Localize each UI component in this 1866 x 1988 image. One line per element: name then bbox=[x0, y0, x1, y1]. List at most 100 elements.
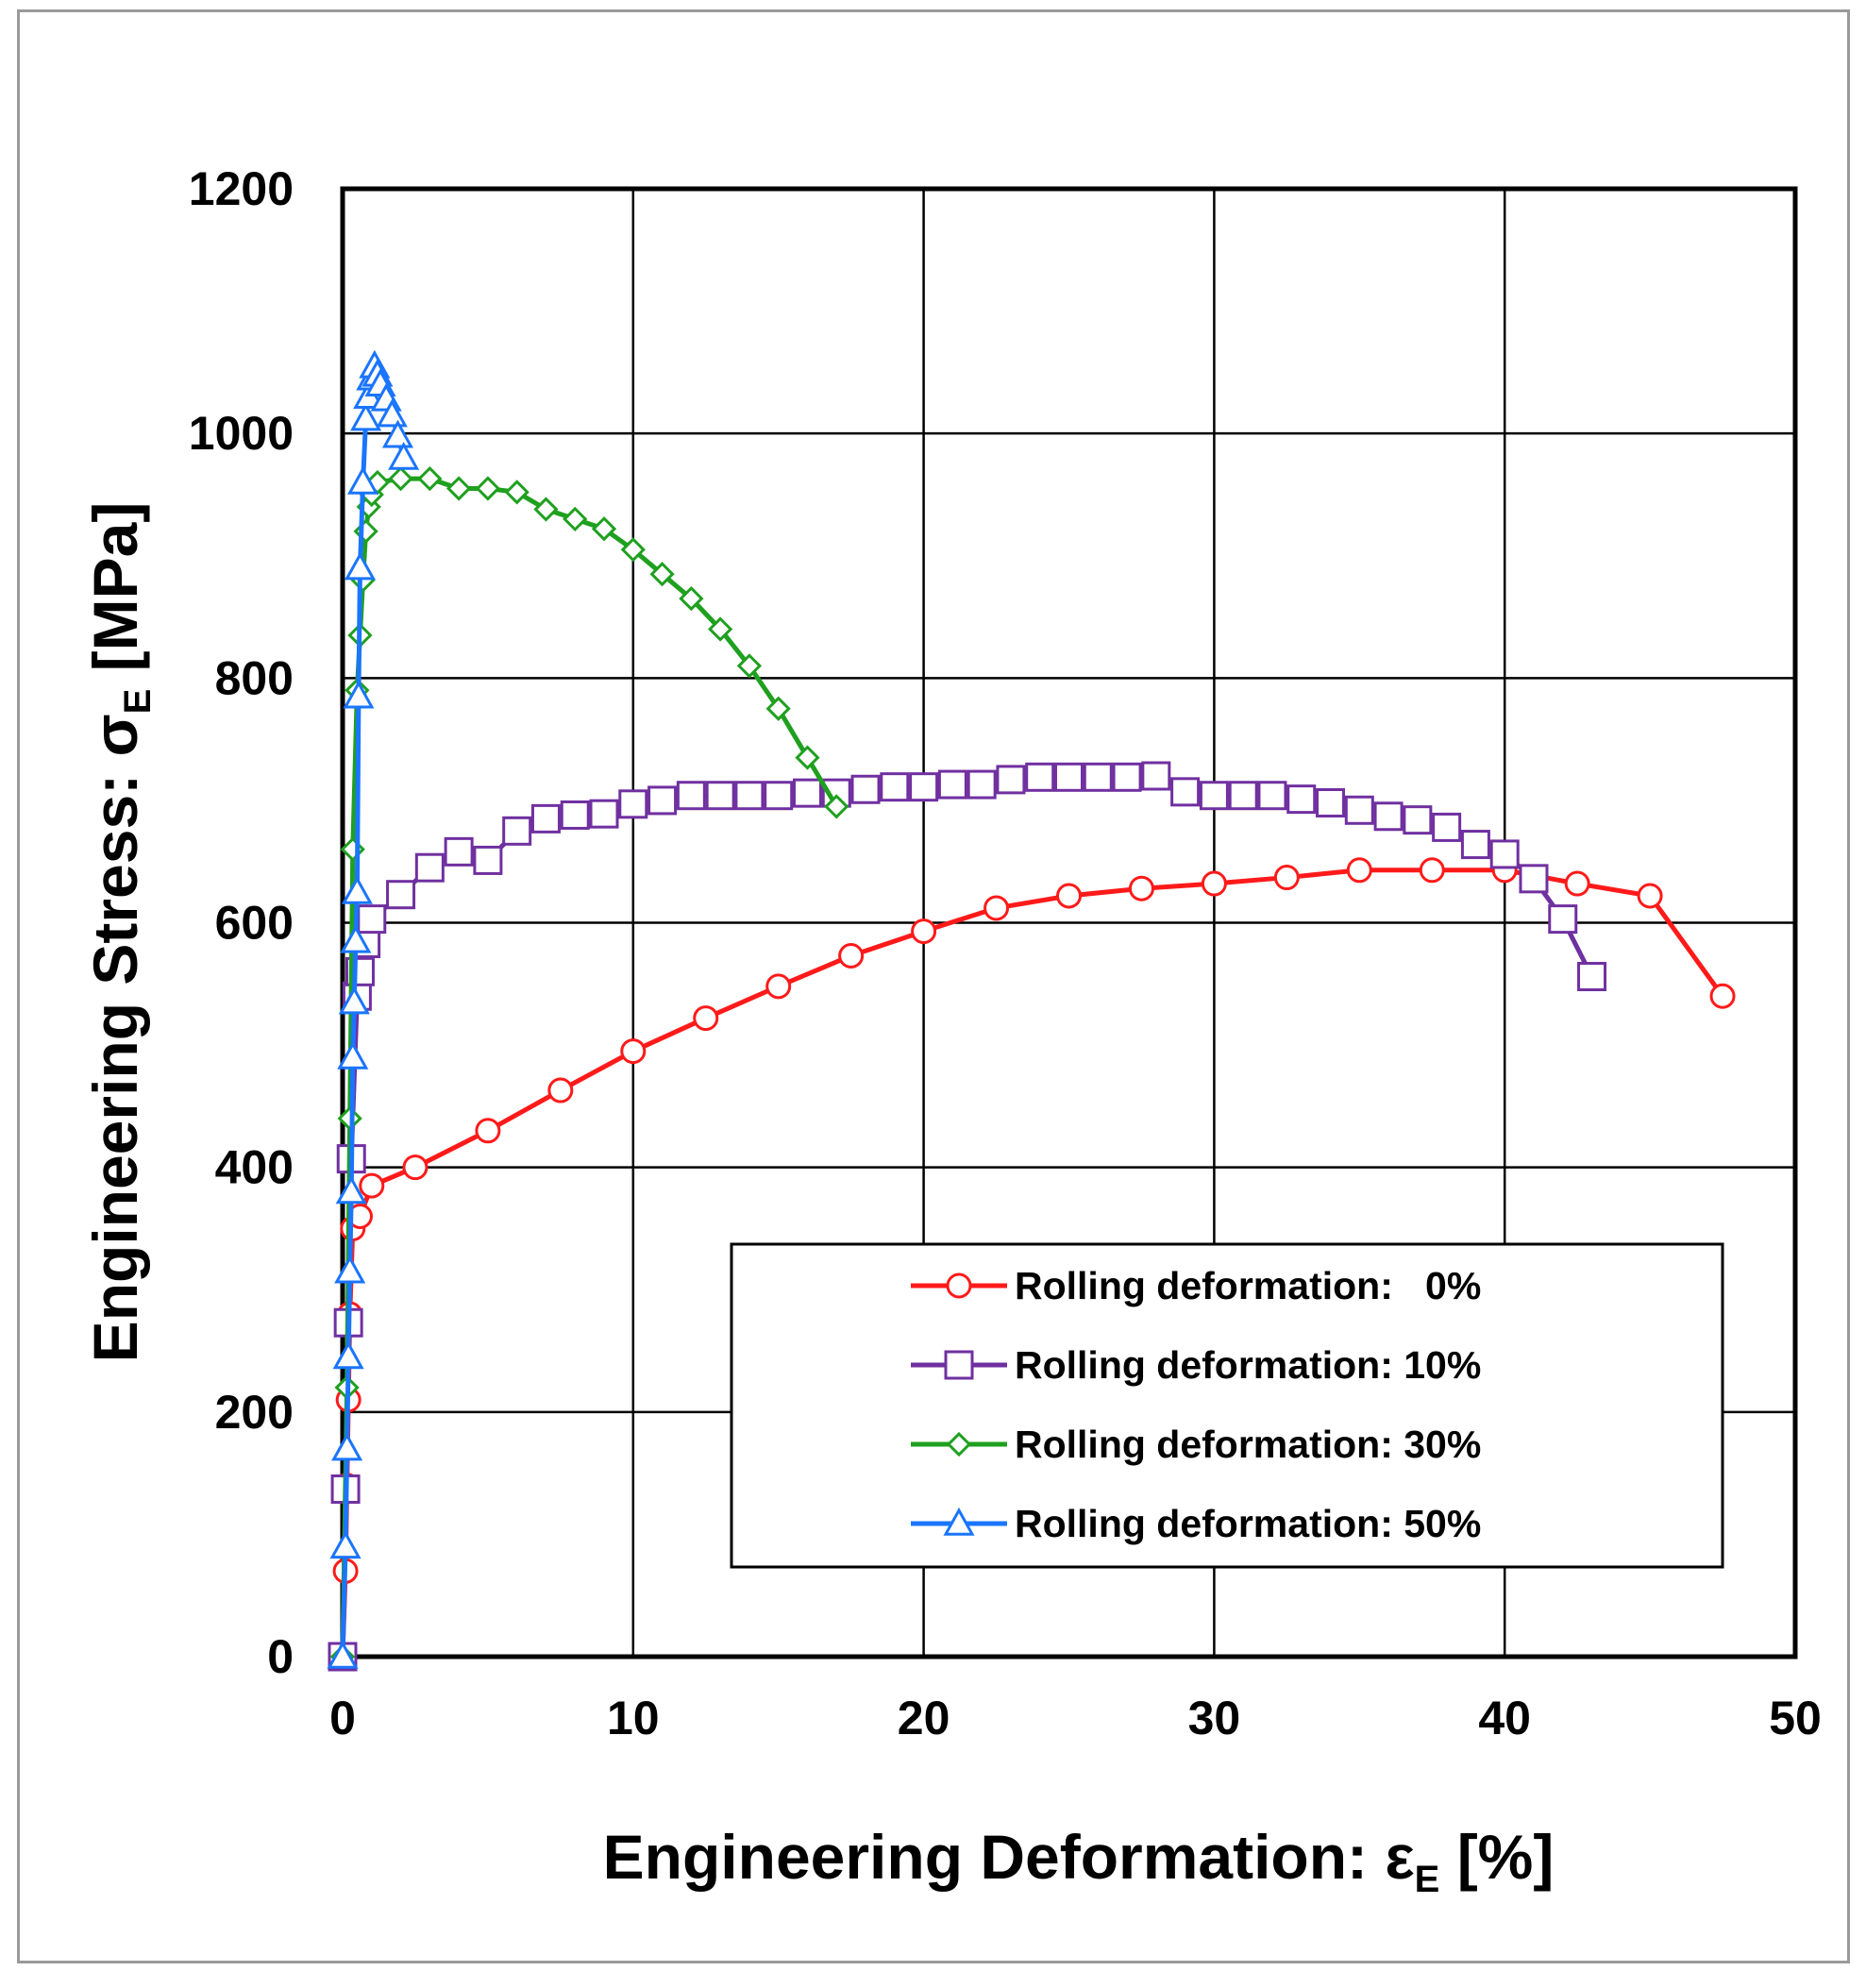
data-point bbox=[765, 696, 791, 721]
legend-box bbox=[730, 1242, 1724, 1569]
x-tick-label: 50 bbox=[1769, 1692, 1822, 1744]
data-point bbox=[386, 880, 416, 910]
data-point bbox=[880, 772, 910, 802]
data-point bbox=[764, 781, 794, 811]
tick-labels: 0 10 20 30 40 50 0 200 400 600 800 1000 1200 bbox=[189, 162, 1822, 1744]
x-tick-label: 40 bbox=[1478, 1692, 1531, 1744]
data-point bbox=[329, 1530, 361, 1559]
data-point bbox=[388, 441, 420, 470]
chart-frame bbox=[17, 9, 1850, 1963]
data-point bbox=[357, 904, 387, 935]
data-point bbox=[1519, 864, 1549, 894]
data-point bbox=[1419, 857, 1445, 884]
data-point bbox=[693, 1005, 719, 1032]
data-point bbox=[736, 653, 763, 679]
data-point bbox=[795, 745, 820, 770]
legend-item: Rolling deformation: 30% bbox=[911, 1423, 1481, 1466]
series-layer bbox=[327, 349, 1736, 1672]
y-axis-title-unit: [MPa] bbox=[80, 502, 150, 689]
data-point bbox=[937, 769, 967, 800]
legend-item: Rolling deformation: 0% bbox=[911, 1264, 1481, 1307]
data-point bbox=[1054, 762, 1084, 792]
data-point bbox=[649, 562, 675, 587]
data-point bbox=[1170, 777, 1201, 807]
data-point bbox=[1373, 801, 1404, 832]
x-tick-label: 0 bbox=[329, 1692, 356, 1744]
data-point bbox=[417, 465, 443, 492]
data-point bbox=[1056, 883, 1082, 909]
data-point bbox=[343, 680, 375, 709]
data-point bbox=[1460, 830, 1490, 860]
data-point bbox=[708, 616, 733, 642]
x-axis-title-unit: [%] bbox=[1439, 1822, 1554, 1892]
data-point bbox=[1199, 781, 1229, 811]
x-tick-label: 30 bbox=[1188, 1692, 1241, 1744]
data-point bbox=[620, 1038, 647, 1065]
data-point bbox=[502, 816, 532, 846]
data-point bbox=[475, 476, 501, 501]
data-point bbox=[340, 924, 372, 953]
y-tick-label: 800 bbox=[215, 651, 294, 704]
legend-label: Rolling deformation: 10% bbox=[1015, 1343, 1481, 1387]
data-point bbox=[337, 1040, 369, 1070]
data-point bbox=[359, 1172, 385, 1199]
data-point bbox=[473, 845, 503, 875]
data-point bbox=[547, 1077, 574, 1104]
data-point bbox=[850, 774, 881, 804]
data-point bbox=[1273, 865, 1300, 891]
data-point bbox=[1083, 762, 1113, 792]
legend-label: Rolling deformation: 50% bbox=[1015, 1502, 1481, 1545]
data-point bbox=[353, 518, 378, 544]
data-point bbox=[1344, 795, 1374, 825]
data-point bbox=[445, 476, 472, 501]
legend-label: Rolling deformation: 0% bbox=[1015, 1264, 1481, 1307]
data-point bbox=[1548, 904, 1578, 935]
data-point bbox=[647, 785, 678, 816]
data-point bbox=[402, 1154, 429, 1181]
data-point bbox=[388, 465, 413, 492]
legend-marker bbox=[943, 1507, 975, 1536]
data-point bbox=[344, 551, 377, 581]
data-point bbox=[340, 836, 365, 862]
data-point bbox=[967, 769, 997, 800]
data-point bbox=[335, 1175, 367, 1205]
data-point bbox=[838, 942, 865, 969]
x-axis-title-main: Engineering Deformation: ε bbox=[603, 1822, 1415, 1892]
legend: Rolling deformation: 0% Rolling deformati… bbox=[730, 1242, 1724, 1569]
data-point bbox=[331, 1432, 363, 1461]
legend-marker bbox=[946, 1272, 972, 1299]
data-point bbox=[334, 1255, 366, 1284]
data-point bbox=[1141, 761, 1171, 791]
data-point bbox=[563, 506, 588, 531]
y-tick-label: 400 bbox=[215, 1141, 294, 1194]
data-point bbox=[734, 781, 765, 811]
data-point bbox=[1286, 784, 1317, 815]
data-point bbox=[996, 765, 1026, 795]
x-tick-label: 10 bbox=[607, 1692, 660, 1744]
data-point bbox=[618, 789, 648, 819]
data-point bbox=[909, 772, 939, 802]
data-point bbox=[1257, 781, 1287, 811]
data-point bbox=[765, 973, 792, 1000]
data-point bbox=[1489, 839, 1520, 869]
data-point bbox=[1564, 870, 1590, 897]
legend-marker bbox=[944, 1350, 974, 1380]
data-point bbox=[589, 799, 619, 829]
data-point bbox=[444, 836, 474, 867]
y-tick-label: 1000 bbox=[189, 407, 294, 460]
x-axis-title-sub: E bbox=[1415, 1859, 1440, 1900]
data-point bbox=[792, 778, 822, 808]
series-triangle bbox=[327, 349, 420, 1669]
data-point bbox=[327, 1640, 359, 1669]
y-tick-label: 600 bbox=[215, 897, 294, 950]
y-axis-title-sub: E bbox=[117, 689, 159, 715]
y-axis-title-main: Engineering Stress: σ bbox=[80, 714, 150, 1362]
data-point bbox=[1112, 762, 1142, 792]
x-axis-title: Engineering Deformation: εE [%] bbox=[603, 1822, 1555, 1900]
y-axis-title: Engineering Stress: σE [MPa] bbox=[80, 502, 159, 1363]
data-point bbox=[676, 781, 706, 811]
data-point bbox=[530, 803, 561, 834]
legend-item: Rolling deformation: 10% bbox=[911, 1343, 1481, 1387]
data-point bbox=[824, 794, 849, 819]
